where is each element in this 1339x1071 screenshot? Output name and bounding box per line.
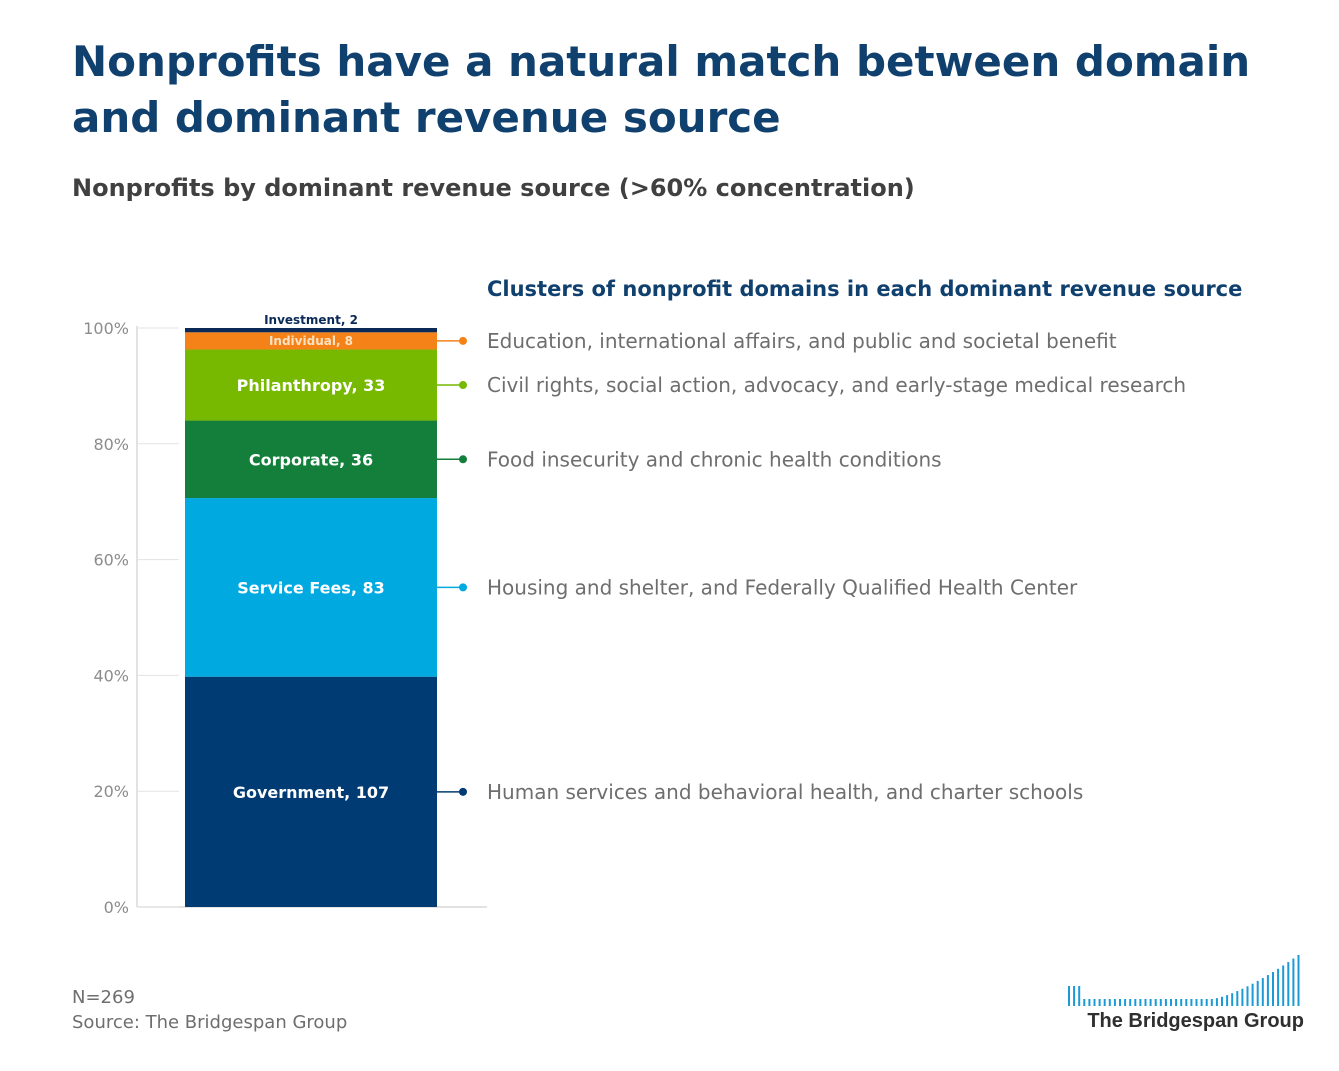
bar-segment-investment (185, 328, 437, 333)
connector-dot-icon (459, 583, 467, 592)
logo-bar (1200, 999, 1203, 1006)
bar-segment-service-fees (185, 498, 437, 677)
logo-bar (1185, 999, 1188, 1006)
logo-bar (1149, 999, 1152, 1006)
chart-title: Nonprofits have a natural match between … (72, 37, 1251, 142)
bar-label-corporate: Corporate, 36 (249, 450, 373, 469)
logo-bar (1129, 999, 1132, 1006)
source-note: Source: The Bridgespan Group (72, 1012, 348, 1033)
logo-bar (1119, 999, 1121, 1006)
bar-label-government: Government, 107 (233, 783, 389, 802)
y-tick-label: 80% (93, 435, 129, 454)
domain-connectors: Human services and behavioral health, an… (437, 329, 1186, 804)
logo-bar (1134, 999, 1137, 1006)
logo-bar (1113, 999, 1116, 1006)
logo-bar (1297, 955, 1300, 1006)
connector-dot-icon (459, 336, 467, 345)
logo-bar (1164, 999, 1167, 1006)
logo-bar (1292, 958, 1295, 1006)
logo-bar (1246, 986, 1249, 1006)
bar-label-philanthropy: Philanthropy, 33 (237, 376, 386, 395)
bar-segment-philanthropy (185, 349, 437, 421)
connector-dot-icon (459, 455, 467, 464)
logo-bar (1256, 980, 1259, 1006)
sample-size: N=269 (72, 987, 135, 1008)
logo-bar (1098, 999, 1101, 1006)
y-tick-label: 60% (93, 551, 129, 570)
footer: N=269 Source: The Bridgespan Group (72, 985, 347, 1035)
logo-bar (1282, 965, 1285, 1006)
logo-bar (1124, 999, 1127, 1006)
connector-dot-icon (459, 787, 467, 796)
logo-bar (1215, 998, 1218, 1006)
logo-bar (1205, 999, 1208, 1006)
logo-bar (1175, 999, 1178, 1006)
domain-text-philanthropy: Civil rights, social action, advocacy, a… (487, 373, 1186, 397)
logo-bar (1210, 999, 1213, 1006)
logo-bar (1154, 999, 1157, 1006)
logo-bar (1266, 975, 1269, 1006)
logo-bar (1241, 988, 1244, 1006)
logo-bar (1083, 999, 1086, 1006)
bar-segments: Government, 107 Service Fees, 83 Corporate… (185, 313, 437, 907)
logo-bar (1180, 999, 1183, 1006)
y-tick-label: 40% (93, 666, 129, 685)
y-tick-label: 0% (104, 898, 129, 917)
bar-label-service-fees: Service Fees, 83 (237, 578, 385, 597)
logo-bar (1139, 999, 1142, 1006)
logo-bar (1073, 986, 1076, 1006)
clusters-header: Clusters of nonprofit domains in each do… (487, 277, 1243, 301)
domain-text-individual: Education, international affairs, and pu… (487, 329, 1117, 353)
bar-label-investment: Investment, 2 (264, 313, 358, 327)
domain-text-service-fees: Housing and shelter, and Federally Quali… (487, 575, 1078, 599)
domain-text-government: Human services and behavioral health, an… (487, 780, 1083, 804)
y-tick-label: 100% (83, 319, 129, 338)
logo-bar (1103, 999, 1106, 1006)
logo-bars-icon (1068, 955, 1300, 1006)
chart-subtitle: Nonprofits by dominant revenue source (>… (72, 174, 915, 202)
logo-text: The Bridgespan Group (1087, 1010, 1304, 1032)
logo-bar (1221, 996, 1223, 1006)
connector-dot-icon (459, 381, 467, 390)
logo-bar (1144, 999, 1147, 1006)
logo-bar (1287, 962, 1290, 1006)
bar-segment-individual (185, 332, 437, 350)
logo-bar (1108, 999, 1111, 1006)
logo-bar (1277, 968, 1280, 1006)
logo-bar (1170, 999, 1172, 1006)
logo-bar (1195, 999, 1198, 1006)
bar-segment-government (185, 676, 437, 907)
logo-bar (1236, 991, 1239, 1006)
logo-bar (1251, 983, 1254, 1006)
bar-label-individual: Individual, 8 (269, 334, 353, 348)
logo-bar (1226, 995, 1229, 1006)
logo-bar (1093, 999, 1096, 1006)
logo-bar (1088, 999, 1091, 1006)
logo-bar (1078, 986, 1081, 1006)
logo-bar (1159, 999, 1162, 1006)
y-tick-label: 20% (93, 782, 129, 801)
logo-bar (1231, 993, 1234, 1006)
bridgespan-logo: The Bridgespan Group (1068, 952, 1304, 1036)
logo-bar (1261, 978, 1264, 1006)
domain-text-corporate: Food insecurity and chronic health condi… (487, 447, 942, 471)
logo-bar (1272, 971, 1274, 1006)
logo-bar (1068, 986, 1070, 1006)
bar-segment-corporate (185, 420, 437, 499)
logo-bar (1190, 999, 1193, 1006)
